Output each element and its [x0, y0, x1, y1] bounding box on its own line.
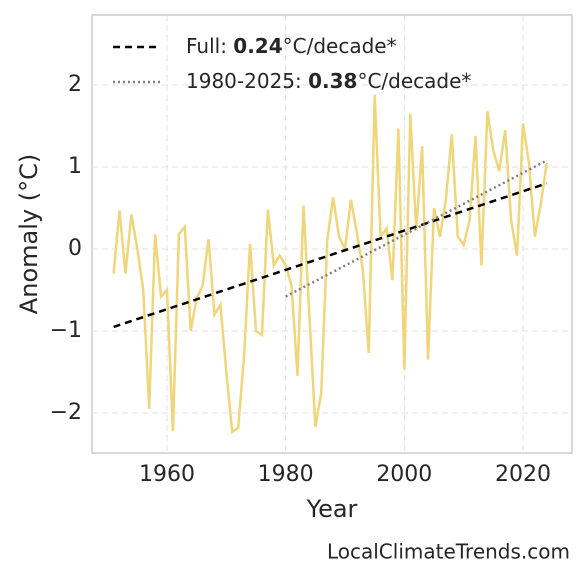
data-line [112, 94, 548, 435]
y-tick-label: −2 [50, 400, 82, 425]
trend-line [285, 159, 548, 298]
legend-label-part: Full: [186, 34, 233, 58]
y-tick-label: −1 [50, 318, 82, 343]
y-axis-label: Anomaly (°C) [15, 154, 43, 314]
trend-line [113, 182, 548, 329]
legend-label-part: °C/decade* [283, 34, 397, 58]
x-axis-label: Year [306, 495, 358, 523]
y-tick-label: 0 [68, 236, 82, 261]
legend-label-part: °C/decade* [357, 69, 471, 93]
x-tick-label: 2020 [495, 462, 551, 487]
legend-label-part: 1980-2025: [186, 69, 308, 93]
legend-label-part: 0.38 [308, 69, 357, 93]
x-tick-label: 2000 [376, 462, 432, 487]
y-tick-label: 2 [68, 72, 82, 97]
legend-label: Full: 0.24°C/decade* [186, 34, 397, 58]
legend-label: 1980-2025: 0.38°C/decade* [186, 69, 471, 93]
source: LocalClimateTrends.com [327, 540, 570, 564]
legend-label-part: 0.24 [233, 34, 282, 58]
x-tick-label: 1960 [139, 462, 195, 487]
x-tick-label: 1980 [258, 462, 314, 487]
y-tick-label: 1 [68, 154, 82, 179]
